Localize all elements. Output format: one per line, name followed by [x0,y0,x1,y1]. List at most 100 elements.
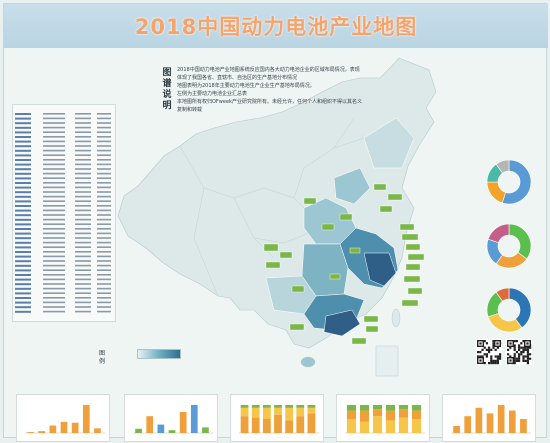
table-cell-capacity [97,159,111,161]
mini-stacked-segment [359,405,370,411]
table-cell-capacity [97,310,111,313]
table-cell-detail [75,182,91,184]
company-labels [263,183,425,345]
mini-bar [464,416,472,433]
qr-module [513,348,516,351]
table-cell-location [43,310,65,313]
table-cell-capacity [97,195,111,198]
table-cell-name [15,191,31,194]
mini-stacked-segment [251,405,260,408]
table-cell-name [15,278,31,281]
table-cell-name [15,287,31,290]
mini-stacked-segment [274,414,282,433]
mini-stacked-segment [398,405,409,410]
table-cell-capacity [97,145,111,147]
mini-bar [71,422,79,433]
table-cell-capacity [97,205,111,207]
table-cell-capacity [97,117,111,120]
mini-stacked-segment [385,410,396,421]
qr-module [483,340,486,343]
mini-bar [190,405,198,433]
mini-bar [453,426,460,433]
qr-module [488,348,491,351]
mini-stacked-segment [411,410,422,419]
table-cell-detail [75,269,91,271]
table-cell-capacity [97,223,111,225]
qr-module [483,346,486,349]
table-cell-capacity [97,283,111,285]
table-cell-name [15,246,31,249]
mini-bar [94,428,101,433]
table-cell-location [43,163,65,166]
qr-module [526,362,529,365]
table-cell-name [15,264,31,267]
table-cell-location [43,126,65,129]
qr-module [529,353,532,356]
table-cell-detail [75,122,91,124]
qr-module [522,346,525,349]
qr-module [496,346,499,349]
table-cell-name [15,269,31,272]
table-cell-location [43,306,65,308]
table-cell-detail [75,310,91,313]
table-cell-capacity [97,241,111,244]
table-cell-capacity [97,260,111,262]
table-cell-capacity [97,274,111,276]
table-cell-name [15,283,31,286]
table-cell-location [43,177,65,179]
qr-finder-core [526,342,529,345]
table-cell-detail [75,172,91,175]
qr-module [490,348,493,351]
table-cell-location [43,292,65,294]
qr-code-left[interactable] [476,339,502,365]
table-cell-location [43,232,65,235]
table-cell-location [43,136,65,138]
table-cell-capacity [97,163,111,166]
qr-module [520,353,523,356]
table-cell-location [43,154,65,156]
qr-module [490,362,493,365]
mini-stacked-segment [346,410,357,419]
table-cell-detail [75,278,91,281]
qr-module [518,355,521,358]
qr-module [515,359,518,362]
table-cell-detail [75,131,91,133]
qr-module [526,346,529,349]
table-cell-detail [75,168,91,170]
mini-stacked-segment [398,409,409,418]
table-cell-name [15,136,31,138]
description-line-6: 复制和转载 [177,107,203,113]
qr-pattern-icon [477,340,502,365]
qr-module [507,353,510,356]
region-northeast [363,117,415,169]
table-cell-location [43,269,65,271]
table-cell-location [43,145,65,147]
qr-module [529,357,532,360]
qr-finder-core [509,342,512,345]
table-cell-capacity [97,306,111,308]
table-cell-name [15,172,31,175]
qr-module [526,351,529,354]
qr-code-right[interactable] [506,339,532,365]
table-cell-name [15,154,31,157]
table-cell-capacity [97,113,111,115]
qr-module [488,346,491,349]
qr-module [518,353,521,356]
table-cell-name [15,301,31,304]
qr-pattern-icon [507,340,532,365]
qr-module [479,351,482,354]
qr-module [490,357,493,360]
qr-module [499,357,502,360]
table-cell-name [15,274,31,276]
table-cell-capacity [97,149,111,152]
table-cell-location [43,140,65,143]
qr-module [529,346,532,349]
donut-slice [495,159,510,174]
mini-stacked-segment [285,420,294,433]
qr-module [481,355,484,358]
table-cell-capacity [97,177,111,179]
qr-module [492,342,495,345]
table-cell-detail [75,200,91,202]
table-cell-detail [75,237,91,239]
table-cell-detail [75,191,91,193]
